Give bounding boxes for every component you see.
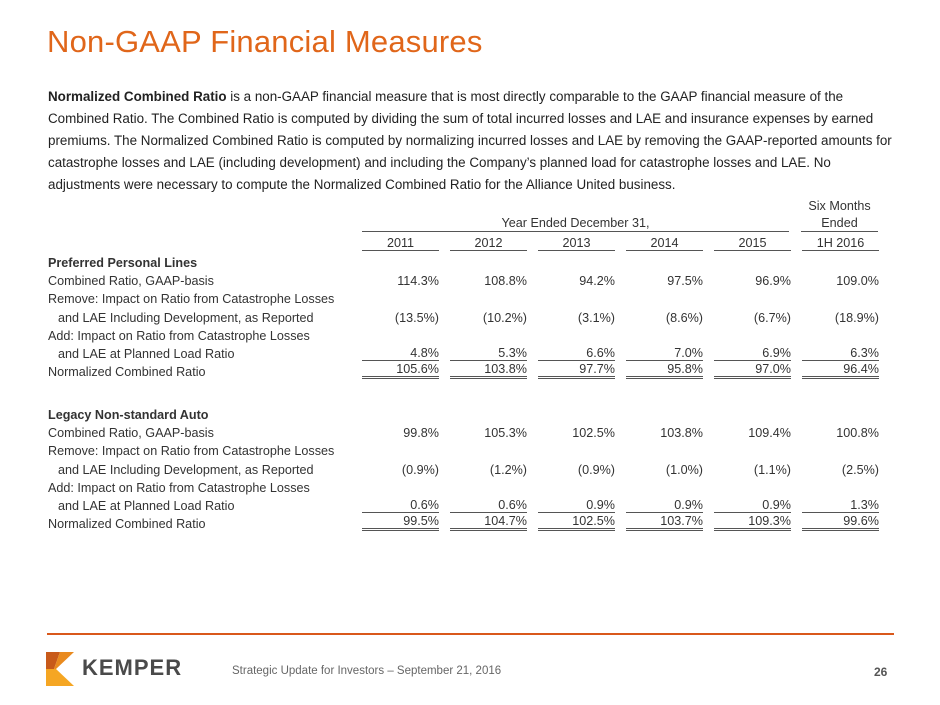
six-months-header-1: Six Months — [808, 199, 871, 213]
add-planned-row: and LAE at Planned Load Ratio 0.6% 0.6% 0.9… — [48, 495, 879, 513]
value-cell: 99.8% — [403, 426, 439, 441]
value-cell: (10.2%) — [482, 310, 527, 325]
page-number: 26 — [874, 665, 888, 679]
footer-caption: Strategic Update for Investors – Septemb… — [232, 665, 502, 677]
value-cell: (3.1%) — [577, 310, 615, 325]
value-cell: 102.5% — [572, 426, 615, 441]
row-label: Add: Impact on Ratio from Catastrophe Lo… — [48, 328, 310, 343]
row-label: Normalized Combined Ratio — [48, 365, 206, 380]
kemper-logo-icon — [46, 652, 74, 686]
row-label: Remove: Impact on Ratio from Catastrophe… — [48, 444, 335, 459]
intro-term: Normalized Combined Ratio — [48, 89, 227, 104]
kemper-logo-text: KEMPER — [82, 655, 183, 680]
value-cell: 94.2% — [579, 274, 615, 289]
normalized-row: Normalized Combined Ratio 99.5% 104.7% 102.… — [48, 513, 879, 532]
value-cell: 108.8% — [484, 274, 527, 289]
value-cell: 114.3% — [397, 274, 439, 289]
value-cell: 97.7% — [538, 362, 615, 380]
section-heading: Legacy Non-standard Auto — [48, 404, 362, 422]
section-heading: Preferred Personal Lines — [48, 252, 362, 270]
value-cell: (1.0%) — [665, 462, 703, 477]
intro-paragraph: Normalized Combined Ratio is a non-GAAP … — [48, 86, 898, 196]
value-cell: (6.7%) — [753, 310, 791, 325]
value-cell: 105.3% — [484, 426, 527, 441]
value-cell: (0.9%) — [577, 462, 615, 477]
value-cell: (2.5%) — [841, 462, 879, 477]
value-cell: 99.5% — [362, 514, 439, 532]
value-cell: 109.4% — [748, 426, 791, 441]
value-cell: 7.0% — [626, 346, 703, 361]
row-label: and LAE Including Development, as Report… — [58, 310, 314, 325]
row-label: Combined Ratio, GAAP-basis — [48, 426, 214, 441]
row-label: Preferred Personal Lines — [48, 256, 198, 270]
value-cell: 0.6% — [450, 498, 527, 513]
value-cell: 100.8% — [836, 426, 879, 441]
combined-ratio-row: Combined Ratio, GAAP-basis 114.3% 108.8% 94… — [48, 270, 879, 288]
remove-cat-row: and LAE Including Development, as Report… — [48, 307, 879, 325]
value-cell: 4.8% — [362, 346, 439, 361]
value-cell: 0.9% — [714, 498, 791, 513]
combined-ratio-row: Combined Ratio, GAAP-basis 99.8% 105.3% 102… — [48, 422, 879, 440]
row-label: and LAE at Planned Load Ratio — [58, 347, 235, 361]
row-label: Legacy Non-standard Auto — [48, 408, 209, 422]
row-label: Normalized Combined Ratio — [48, 517, 206, 532]
value-cell: 0.6% — [362, 498, 439, 513]
value-cell: 102.5% — [538, 514, 615, 532]
value-cell: 5.3% — [450, 346, 527, 361]
column-headers: 2011 2012 2013 2014 2015 1H 2016 — [48, 233, 879, 251]
value-cell: 99.6% — [802, 514, 879, 532]
add-label-row: Add: Impact on Ratio from Catastrophe Lo… — [48, 325, 362, 343]
six-months-header-2: Ended — [801, 216, 878, 232]
intro-text: is a non-GAAP financial measure that is … — [48, 89, 892, 192]
value-cell: 109.0% — [836, 274, 879, 289]
normalized-row: Normalized Combined Ratio 105.6% 103.8% 97.… — [48, 361, 879, 380]
value-cell: 103.8% — [660, 426, 703, 441]
row-label: and LAE Including Development, as Report… — [58, 462, 314, 477]
value-cell: (18.9%) — [834, 310, 879, 325]
row-label: Add: Impact on Ratio from Catastrophe Lo… — [48, 480, 310, 495]
remove-label-row: Remove: Impact on Ratio from Catastrophe… — [48, 288, 362, 306]
add-planned-row: and LAE at Planned Load Ratio 4.8% 5.3% 6.6… — [48, 343, 879, 361]
value-cell: 0.9% — [626, 498, 703, 513]
value-cell: (0.9%) — [401, 462, 439, 477]
col-header: 1H 2016 — [802, 236, 879, 251]
remove-label-row: Remove: Impact on Ratio from Catastrophe… — [48, 440, 362, 458]
value-cell: 6.3% — [802, 346, 879, 361]
value-cell: 6.9% — [714, 346, 791, 361]
value-cell: 97.0% — [714, 362, 791, 380]
value-cell: 104.7% — [450, 514, 527, 532]
col-header: 2014 — [626, 236, 703, 251]
value-cell: (1.2%) — [489, 462, 527, 477]
value-cell: 0.9% — [538, 498, 615, 513]
value-cell: (1.1%) — [753, 462, 791, 477]
value-cell: 109.3% — [714, 514, 791, 532]
row-label: and LAE at Planned Load Ratio — [58, 499, 235, 513]
col-header: 2011 — [362, 236, 439, 251]
add-label-row: Add: Impact on Ratio from Catastrophe Lo… — [48, 477, 362, 495]
col-header: 2015 — [714, 236, 791, 251]
value-cell: 96.4% — [802, 362, 879, 380]
value-cell: 103.8% — [450, 362, 527, 380]
value-cell: 97.5% — [667, 274, 703, 289]
value-cell: 6.6% — [538, 346, 615, 361]
value-cell: 105.6% — [362, 362, 439, 380]
col-header: 2013 — [538, 236, 615, 251]
col-header: 2012 — [450, 236, 527, 251]
value-cell: 96.9% — [755, 274, 791, 289]
row-label: Combined Ratio, GAAP-basis — [48, 274, 214, 289]
footer-divider — [47, 633, 894, 635]
value-cell: 103.7% — [626, 514, 703, 532]
value-cell: 95.8% — [626, 362, 703, 380]
value-cell: (13.5%) — [394, 310, 439, 325]
value-cell: 1.3% — [802, 498, 879, 513]
page-title: Non-GAAP Financial Measures — [47, 24, 483, 59]
value-cell: (8.6%) — [665, 310, 703, 325]
row-label: Remove: Impact on Ratio from Catastrophe… — [48, 292, 335, 307]
remove-cat-row: and LAE Including Development, as Report… — [48, 459, 879, 477]
year-ended-header: Year Ended December 31, — [362, 216, 789, 232]
